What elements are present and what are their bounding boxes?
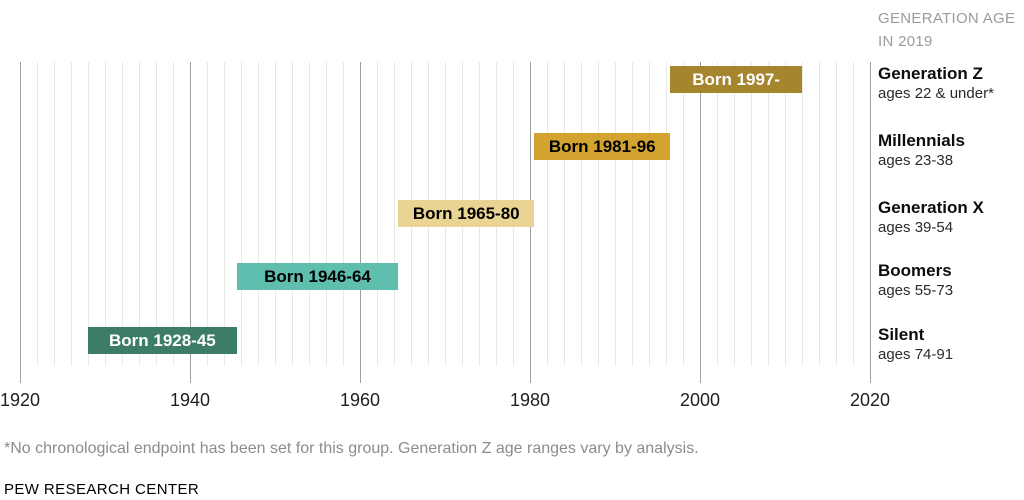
- minor-gridline: [241, 62, 242, 366]
- minor-gridline: [258, 62, 259, 366]
- minor-gridline: [54, 62, 55, 366]
- generation-label: Generation Z ages 22 & under*: [878, 64, 1024, 105]
- generation-bar: Born 1946-64: [236, 263, 399, 290]
- minor-gridline: [88, 62, 89, 366]
- generation-name: Boomers: [878, 261, 952, 280]
- minor-gridline: [785, 62, 786, 366]
- generation-labels-column: Generation Z ages 22 & under* Millennials a…: [878, 62, 1024, 386]
- minor-gridline: [632, 62, 633, 366]
- minor-gridline: [224, 62, 225, 366]
- minor-gridline: [836, 62, 837, 366]
- generation-name: Generation Z: [878, 64, 983, 83]
- generation-label: Generation X ages 39-54: [878, 198, 1024, 239]
- axis-tick-label: 2020: [849, 390, 891, 410]
- minor-gridline: [309, 62, 310, 366]
- major-gridline: [870, 62, 871, 383]
- minor-gridline: [207, 62, 208, 366]
- minor-gridline: [802, 62, 803, 366]
- major-gridline: [360, 62, 361, 383]
- generation-label: Millennials ages 23-38: [878, 131, 1024, 172]
- minor-gridline: [275, 62, 276, 366]
- major-gridline: [190, 62, 191, 383]
- chart-title: GENERATION AGE IN 2019: [878, 10, 1016, 50]
- minor-gridline: [105, 62, 106, 366]
- minor-gridline: [598, 62, 599, 366]
- generation-ages: ages 74-91: [878, 346, 954, 364]
- minor-gridline: [173, 62, 174, 366]
- major-gridline: [700, 62, 701, 383]
- minor-gridline: [377, 62, 378, 366]
- minor-gridline: [615, 62, 616, 366]
- generation-name: Generation X: [878, 198, 984, 217]
- chart-footnote: *No chronological endpoint has been set …: [4, 440, 699, 457]
- axis-tick-label: 2000: [679, 390, 721, 410]
- generation-label: Silent ages 74-91: [878, 325, 1024, 366]
- minor-gridline: [343, 62, 344, 366]
- minor-gridline: [564, 62, 565, 366]
- minor-gridline: [666, 62, 667, 366]
- generation-ages: ages 55-73: [878, 282, 954, 300]
- generation-bar: Born 1928-45: [88, 327, 237, 354]
- minor-gridline: [734, 62, 735, 366]
- minor-gridline: [139, 62, 140, 366]
- generation-name: Silent: [878, 325, 925, 344]
- generation-bar: Born 1965-80: [398, 200, 535, 227]
- source-attribution: PEW RESEARCH CENTER: [4, 481, 200, 498]
- minor-gridline: [37, 62, 38, 366]
- generation-ages: ages 23-38: [878, 152, 954, 170]
- minor-gridline: [683, 62, 684, 366]
- minor-gridline: [156, 62, 157, 366]
- axis-tick-label: 1940: [169, 390, 211, 410]
- generation-bar: Born 1997-: [670, 66, 802, 93]
- minor-gridline: [819, 62, 820, 366]
- minor-gridline: [326, 62, 327, 366]
- minor-gridline: [292, 62, 293, 366]
- minor-gridline: [547, 62, 548, 366]
- major-gridline: [20, 62, 21, 383]
- minor-gridline: [649, 62, 650, 366]
- generation-name: Millennials: [878, 131, 965, 150]
- minor-gridline: [768, 62, 769, 366]
- generation-bar: Born 1981-96: [534, 133, 671, 160]
- minor-gridline: [394, 62, 395, 366]
- minor-gridline: [853, 62, 854, 366]
- minor-gridline: [717, 62, 718, 366]
- minor-gridline: [71, 62, 72, 366]
- generation-ages: ages 39-54: [878, 219, 954, 237]
- minor-gridline: [751, 62, 752, 366]
- axis-tick-label: 1980: [509, 390, 551, 410]
- plot-area: 1920 1940 1960 1980 2000 2020 Born 1997- Born 1…: [0, 62, 890, 410]
- axis-tick-label: 1960: [339, 390, 381, 410]
- minor-gridline: [122, 62, 123, 366]
- generation-ages: ages 22 & under*: [878, 85, 994, 103]
- generation-label: Boomers ages 55-73: [878, 261, 1024, 302]
- minor-gridline: [581, 62, 582, 366]
- axis-tick-label: 1920: [0, 390, 41, 410]
